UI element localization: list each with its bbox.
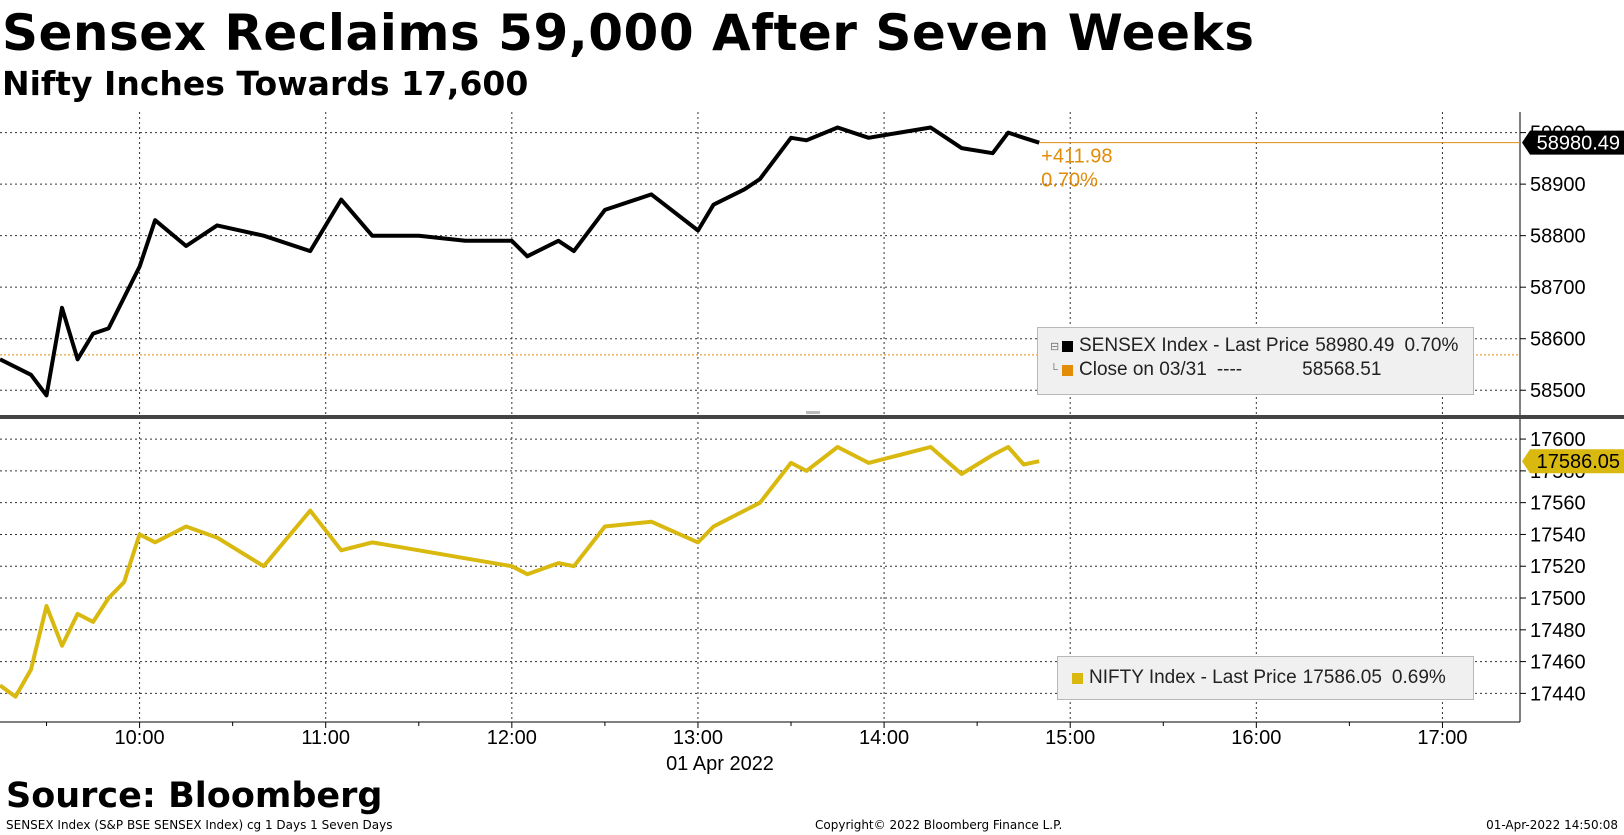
close-swatch xyxy=(1062,364,1073,376)
x-axis-date-label: 01 Apr 2022 xyxy=(666,753,774,775)
legend-row-sensex: ⊟ SENSEX Index - Last Price 58980.49 0.7… xyxy=(1050,334,1473,358)
legend-nifty-name: NIFTY Index - Last Price xyxy=(1089,667,1297,688)
sensex-legend[interactable]: ⊟ SENSEX Index - Last Price 58980.49 0.7… xyxy=(1037,327,1474,395)
x-tick-label: 13:00 xyxy=(673,727,723,749)
tree-branch-icon: └ xyxy=(1050,364,1058,376)
series-layer: +411.980.70% xyxy=(0,125,1520,699)
nifty-last-value-tag xyxy=(1522,449,1624,474)
x-tick-label: 10:00 xyxy=(115,727,165,749)
sensex-last-value-tag xyxy=(1522,130,1624,155)
x-tick-label: 12:00 xyxy=(487,727,537,749)
x-tick-label: 17:00 xyxy=(1417,727,1467,749)
nifty-y-tick-label: 17480 xyxy=(1530,620,1586,642)
sensex-change-pct-label: 0.70% xyxy=(1041,170,1098,192)
legend-sensex-pct: 0.70% xyxy=(1404,335,1459,356)
axis-layer: 10:00 11:00 12:00 13:00 14:00 15:00 16:00 17:00… xyxy=(46,123,1624,775)
chart-title: Sensex Reclaims 59,000 After Seven Weeks xyxy=(2,4,1255,62)
legend-close-name: Close on 03/31 xyxy=(1079,359,1207,380)
splitter-handle xyxy=(806,411,820,414)
x-tick-label: 14:00 xyxy=(859,727,909,749)
legend-row-nifty: NIFTY Index - Last Price 17586.05 0.69% xyxy=(1072,666,1473,690)
legend-close-value: 58568.51 xyxy=(1302,359,1382,380)
sensex-last-value-text: 58980.49 xyxy=(1537,133,1620,155)
chart-subtitle: Nifty Inches Towards 17,600 xyxy=(2,64,529,103)
nifty-y-tick-label: 17460 xyxy=(1530,652,1586,674)
nifty-series-line xyxy=(0,445,1040,699)
nifty-last-value-text: 17586.05 xyxy=(1537,451,1620,473)
nifty-y-tick-label: 17440 xyxy=(1530,683,1586,705)
footer-copyright: Copyright© 2022 Bloomberg Finance L.P. xyxy=(815,818,1063,832)
tree-collapse-icon[interactable]: ⊟ xyxy=(1050,340,1060,353)
x-tick-label: 15:00 xyxy=(1045,727,1095,749)
footer-timestamp: 01-Apr-2022 14:50:08 xyxy=(1486,818,1618,832)
legend-row-close: └ Close on 03/31 ---- 58568.51 xyxy=(1050,358,1473,382)
sensex-series-line xyxy=(0,125,1040,398)
panel-frame xyxy=(0,112,1624,723)
legend-sensex-value: 58980.49 xyxy=(1315,335,1395,356)
legend-nifty-pct: 0.69% xyxy=(1391,667,1446,688)
x-tick-label: 11:00 xyxy=(301,727,350,749)
nifty-y-tick-label: 17560 xyxy=(1530,493,1586,515)
sensex-y-tick-label: 58800 xyxy=(1530,226,1586,248)
nifty-y-tick-label: 17500 xyxy=(1530,588,1586,610)
nifty-swatch xyxy=(1072,672,1083,684)
footer-ticker-info: SENSEX Index (S&P BSE SENSEX Index) cg 1… xyxy=(6,818,393,832)
nifty-legend[interactable]: NIFTY Index - Last Price 17586.05 0.69% xyxy=(1057,656,1474,700)
sensex-y-tick-label: 58600 xyxy=(1530,329,1586,351)
legend-close-dashes: ---- xyxy=(1216,359,1243,380)
legend-sensex-name: SENSEX Index - Last Price xyxy=(1079,335,1310,356)
nifty-y-tick-label: 17540 xyxy=(1530,524,1586,546)
source-label: Source: Bloomberg xyxy=(6,776,383,816)
x-tick-label: 16:00 xyxy=(1231,727,1281,749)
nifty-y-tick-label: 17520 xyxy=(1530,556,1586,578)
sensex-change-label: +411.98 xyxy=(1041,146,1112,168)
sensex-y-tick-label: 58700 xyxy=(1530,277,1586,299)
sensex-swatch xyxy=(1062,340,1073,352)
sensex-y-tick-label: 58900 xyxy=(1530,174,1586,196)
nifty-y-tick-label: 17600 xyxy=(1530,429,1586,451)
legend-nifty-value: 17586.05 xyxy=(1302,667,1382,688)
sensex-y-tick-label: 58500 xyxy=(1530,380,1586,402)
